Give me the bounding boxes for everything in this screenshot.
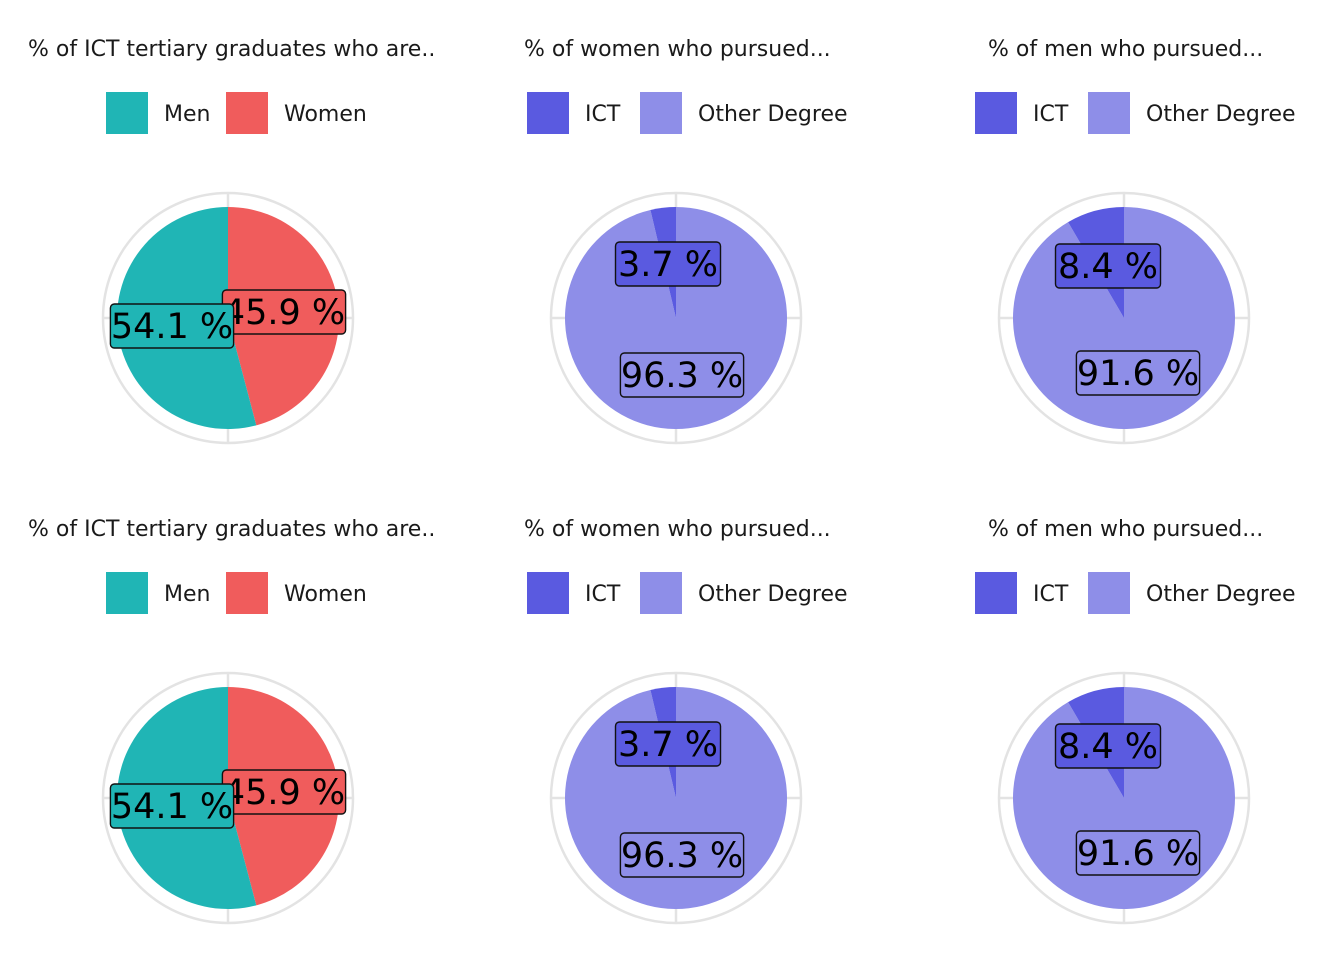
- pie-chart-panel: % of women who pursued... ICT Other Degree…: [524, 517, 848, 925]
- legend-swatch: [975, 92, 1017, 134]
- legend-label: Other Degree: [1146, 582, 1296, 607]
- pie-chart-panel: % of men who pursued... ICT Other Degree 8.…: [975, 517, 1296, 925]
- data-label-box: [1054, 723, 1162, 769]
- legend-swatch: [975, 572, 1017, 614]
- legend-label: Men: [164, 582, 210, 607]
- chart-title: % of men who pursued...: [988, 517, 1263, 542]
- data-label: 3.7 %: [618, 725, 718, 765]
- legend-label: Other Degree: [698, 582, 848, 607]
- legend-label: ICT: [1033, 582, 1069, 607]
- data-label: 45.9 %: [223, 773, 345, 813]
- legend-label: Other Degree: [1146, 102, 1296, 127]
- data-label: 96.3 %: [621, 356, 743, 396]
- legend-swatch: [106, 92, 148, 134]
- legend-label: ICT: [585, 102, 621, 127]
- legend-swatch: [527, 572, 569, 614]
- legend-label: Women: [284, 582, 367, 607]
- chart-title: % of ICT tertiary graduates who are..: [28, 517, 435, 542]
- legend-swatch: [640, 92, 682, 134]
- legend-label: ICT: [1033, 102, 1069, 127]
- data-label-box: [1075, 350, 1201, 396]
- legend-swatch: [226, 572, 268, 614]
- legend-swatch: [1088, 92, 1130, 134]
- data-label: 45.9 %: [223, 293, 345, 333]
- pie-chart-panel: % of ICT tertiary graduates who are.. Men…: [28, 37, 435, 445]
- pie-chart-panel: % of men who pursued... ICT Other Degree 8.…: [975, 37, 1296, 445]
- chart-title: % of men who pursued...: [988, 37, 1263, 62]
- legend-swatch: [106, 572, 148, 614]
- data-label-box: [614, 721, 722, 767]
- data-label: 91.6 %: [1077, 834, 1199, 874]
- legend-label: Women: [284, 102, 367, 127]
- data-label: 3.7 %: [618, 245, 718, 285]
- data-label-box: [109, 783, 235, 829]
- data-label: 54.1 %: [111, 307, 233, 347]
- data-label-box: [619, 832, 745, 878]
- legend-swatch: [527, 92, 569, 134]
- chart-title: % of women who pursued...: [524, 37, 831, 62]
- legend-label: Other Degree: [698, 102, 848, 127]
- data-label-box: [614, 241, 722, 287]
- data-label: 54.1 %: [111, 787, 233, 827]
- chart-title: % of ICT tertiary graduates who are..: [28, 37, 435, 62]
- chart-title: % of women who pursued...: [524, 517, 831, 542]
- legend-swatch: [226, 92, 268, 134]
- data-label: 8.4 %: [1058, 727, 1158, 767]
- pie-chart-panel: % of women who pursued... ICT Other Degree…: [524, 37, 848, 445]
- data-label: 96.3 %: [621, 836, 743, 876]
- legend-swatch: [640, 572, 682, 614]
- data-label-box: [1054, 243, 1162, 289]
- data-label-box: [619, 352, 745, 398]
- data-label: 8.4 %: [1058, 247, 1158, 287]
- pie-chart-panel: % of ICT tertiary graduates who are.. Men…: [28, 517, 435, 925]
- legend-label: Men: [164, 102, 210, 127]
- data-label-box: [109, 303, 235, 349]
- data-label-box: [1075, 830, 1201, 876]
- data-label: 91.6 %: [1077, 354, 1199, 394]
- legend-swatch: [1088, 572, 1130, 614]
- legend-label: ICT: [585, 582, 621, 607]
